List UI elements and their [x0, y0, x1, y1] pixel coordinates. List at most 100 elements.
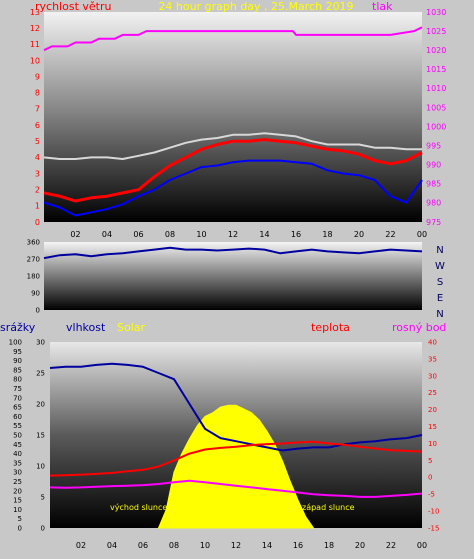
humidity-tick-label: 10	[36, 462, 45, 470]
temperature-tick-label: 10	[428, 440, 437, 448]
wind-tick-label: 11	[30, 40, 40, 49]
temperature-tick-label: 0	[428, 474, 432, 482]
panel3-time-axis: 02 04 06 08 10 12 14 16 18 20 22 00	[76, 541, 427, 550]
time-tick-label: 18	[324, 541, 334, 550]
pressure-tick-label: 975	[426, 218, 441, 227]
solar-area	[157, 404, 315, 529]
temperature-label: teplota	[311, 321, 350, 334]
precipitation-tick-label: 100	[9, 338, 22, 346]
time-tick-label: 02	[70, 230, 80, 239]
compass-label: S	[437, 277, 443, 288]
pressure-tick-label: 1005	[426, 103, 446, 112]
humidity-tick-label: 25	[36, 369, 45, 377]
temperature-tick-label: 35	[428, 355, 437, 363]
wind-tick-label: 5	[35, 137, 40, 146]
temperature-tick-label: 25	[428, 389, 437, 397]
wind-tick-label: 0	[35, 218, 40, 227]
wind-tick-label: 12	[30, 24, 40, 33]
compass-label: N	[436, 309, 443, 320]
time-tick-label: 16	[291, 230, 301, 239]
precipitation-tick-label: 60	[13, 413, 22, 421]
time-tick-label: 08	[169, 541, 179, 550]
temperature-tick-label: 30	[428, 372, 437, 380]
precipitation-tick-label: 30	[13, 469, 22, 477]
panel1-series	[43, 26, 423, 217]
dew-point-line	[49, 479, 423, 498]
temperature-tick-label: 5	[428, 457, 432, 465]
pressure-tick-label: 1015	[426, 65, 446, 74]
wind-tick-label: 13	[30, 8, 40, 17]
humidity-tick-label: 5	[41, 493, 45, 501]
wind-low-line	[43, 159, 423, 217]
precipitation-tick-label: 70	[13, 394, 22, 402]
direction-tick-label: 90	[31, 289, 40, 297]
wind-panel-background	[44, 12, 422, 222]
humidity-tick-label: 0	[41, 524, 45, 532]
precipitation-tick-label: 20	[13, 487, 22, 495]
wind-speed-label: rychlost větru	[35, 0, 111, 13]
dew-point-label: rosný bod	[392, 321, 446, 334]
wind-tick-label: 2	[35, 185, 40, 194]
wind-mean-line	[43, 132, 422, 160]
precipitation-tick-label: 65	[13, 404, 22, 412]
humidity-tick-label: 15	[36, 431, 45, 439]
time-tick-label: 00	[417, 230, 427, 239]
time-tick-label: 14	[259, 230, 269, 239]
direction-axis-ticks: 0 90 180 270 360	[27, 238, 40, 314]
precipitation-tick-label: 95	[13, 348, 22, 356]
wind-tick-label: 3	[35, 169, 40, 178]
wind-tick-label: 7	[35, 105, 40, 114]
pressure-tick-label: 995	[426, 141, 441, 150]
time-tick-label: 10	[196, 230, 206, 239]
pressure-tick-label: 1030	[426, 8, 446, 17]
temperature-axis-ticks: -15 -10 -5 0 5 10 15 20 25 30 35 40	[428, 338, 439, 532]
time-tick-label: 20	[355, 541, 365, 550]
precipitation-tick-label: 90	[13, 357, 22, 365]
time-tick-label: 14	[262, 541, 272, 550]
time-tick-label: 12	[231, 541, 241, 550]
sunrise-label: východ slunce	[110, 503, 167, 512]
temperature-line	[49, 440, 423, 477]
time-tick-label: 02	[76, 541, 86, 550]
precipitation-tick-label: 75	[13, 385, 22, 393]
precipitation-tick-label: 35	[13, 459, 22, 467]
time-tick-label: 12	[228, 230, 238, 239]
pressure-tick-label: 985	[426, 180, 441, 189]
precipitation-tick-label: 40	[13, 450, 22, 458]
humidity-axis-ticks: 0 5 10 15 20 25 30	[36, 338, 45, 532]
temperature-tick-label: -5	[428, 491, 435, 499]
solar-label: Solar	[117, 321, 146, 334]
precipitation-label: srážky	[0, 321, 36, 334]
panel1-time-axis: 02 04 06 08 10 12 14 16 18 20 22 00	[70, 230, 427, 239]
time-tick-label: 08	[165, 230, 175, 239]
panel2-series	[43, 246, 423, 260]
time-tick-label: 22	[386, 541, 396, 550]
humidity-tick-label: 20	[36, 400, 45, 408]
direction-tick-label: 360	[27, 238, 40, 246]
precipitation-tick-label: 5	[18, 515, 22, 523]
wind-tick-label: 10	[30, 56, 40, 65]
temperature-tick-label: 15	[428, 423, 437, 431]
temperature-tick-label: -10	[428, 508, 439, 516]
time-tick-label: 06	[138, 541, 148, 550]
panel1-title: 24 hour graph day , 25.March 2019	[158, 0, 353, 13]
precipitation-tick-label: 15	[13, 497, 22, 505]
direction-tick-label: 180	[27, 272, 40, 280]
compass-label: W	[435, 261, 445, 272]
precipitation-tick-label: 50	[13, 431, 22, 439]
wind-direction-line	[43, 246, 423, 260]
temperature-tick-label: 20	[428, 406, 437, 414]
compass-label: N	[436, 245, 443, 256]
pressure-label: tlak	[372, 0, 393, 13]
precipitation-tick-label: 45	[13, 441, 22, 449]
wind-tick-label: 8	[35, 89, 40, 98]
wind-tick-label: 4	[35, 153, 40, 162]
direction-tick-label: 270	[27, 255, 40, 263]
sunset-label: západ slunce	[302, 503, 355, 512]
pressure-tick-label: 1020	[426, 46, 446, 55]
panel3-series	[49, 362, 423, 529]
precipitation-tick-label: 55	[13, 422, 22, 430]
